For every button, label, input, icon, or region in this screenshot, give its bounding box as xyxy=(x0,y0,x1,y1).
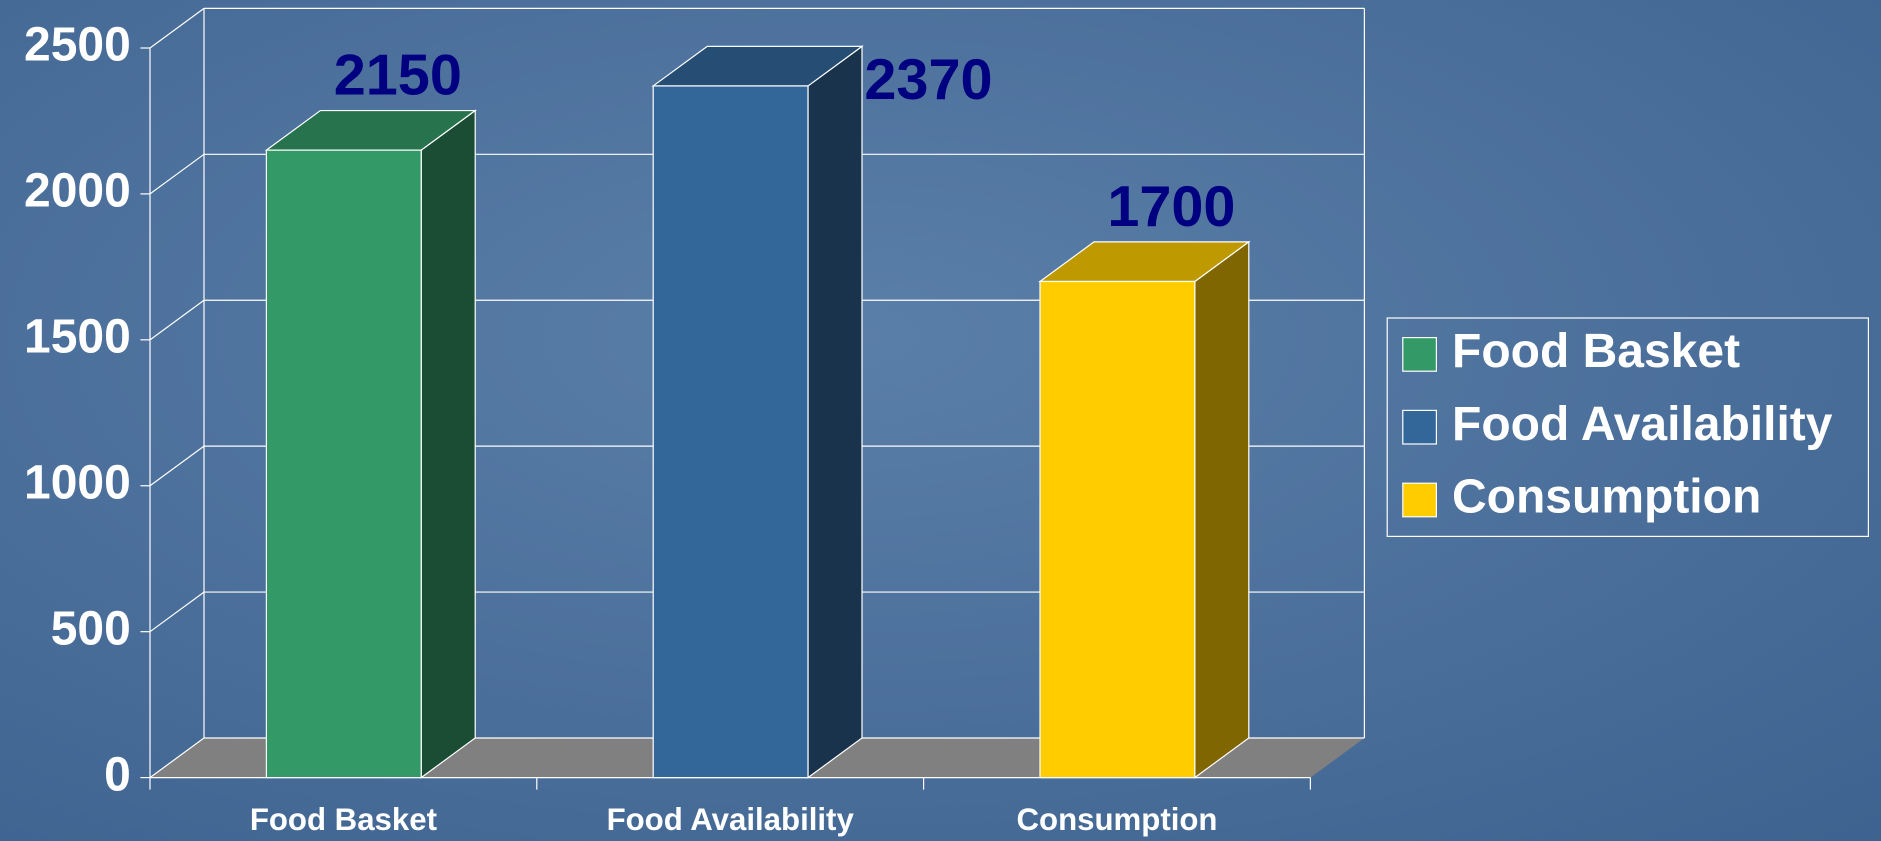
y-tick-label: 2500 xyxy=(24,19,131,72)
bar-side xyxy=(420,109,476,779)
y-tick-label: 1000 xyxy=(24,456,131,509)
grid-line-side xyxy=(149,7,205,49)
grid-line-side xyxy=(149,737,205,779)
legend-swatch xyxy=(1402,337,1438,372)
value-label: 2370 xyxy=(864,48,992,112)
x-tick-label: Consumption xyxy=(1017,802,1218,837)
value-label: 1700 xyxy=(1107,175,1235,239)
bar-side xyxy=(807,45,863,779)
legend-box xyxy=(1386,317,1870,538)
y-tick-label: 500 xyxy=(51,602,131,655)
grid-line-side xyxy=(149,445,205,487)
legend-swatch xyxy=(1402,482,1438,518)
y-tick-label: 0 xyxy=(104,748,131,801)
legend-swatch xyxy=(1402,409,1438,445)
bar xyxy=(1039,280,1196,779)
plot-area: 0 500 1000 1500 2000 2500 Food Basket 2150 Food … xyxy=(24,7,1870,837)
legend-label: Food Availability xyxy=(1452,398,1833,451)
grid-line-side xyxy=(149,299,205,341)
bar-side xyxy=(1194,240,1250,779)
x-tick-label: Food Basket xyxy=(250,802,437,837)
bar xyxy=(265,149,422,779)
legend-label: Food Basket xyxy=(1452,325,1740,378)
legend-label: Consumption xyxy=(1452,471,1761,524)
grid-line-side xyxy=(149,153,205,195)
y-tick-label: 2000 xyxy=(24,165,131,218)
x-tick-label: Food Availability xyxy=(607,802,855,837)
grid-line-side xyxy=(149,591,205,633)
value-label: 2150 xyxy=(334,44,462,108)
bar xyxy=(652,85,809,779)
y-tick-label: 1500 xyxy=(24,311,131,364)
